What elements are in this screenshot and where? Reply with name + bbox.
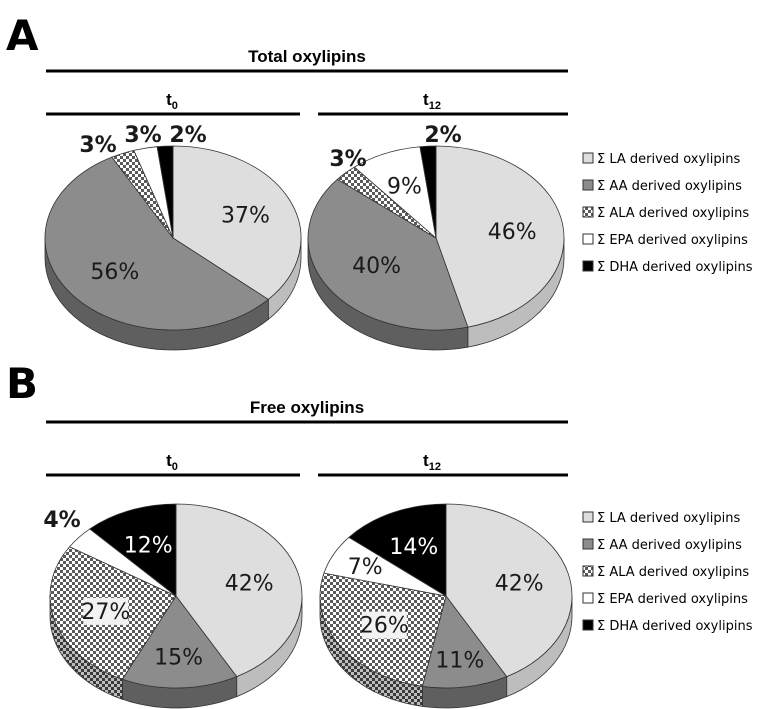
pie-slice-dha — [348, 503, 447, 597]
pie-slice-la — [445, 503, 573, 678]
legend-label-ala: Σ ALA derived oxylipins — [597, 206, 749, 221]
data-label-box — [83, 597, 129, 625]
panel-b-left-title-sub: 0 — [172, 461, 178, 473]
legend-swatch-epa — [582, 592, 594, 604]
data-label-aa: 11% — [435, 649, 484, 674]
legend-swatch-dha — [582, 619, 594, 631]
data-label-epa: 9% — [387, 175, 422, 200]
legend-panel-b: Σ LA derived oxylipins Σ AA derived oxyli… — [582, 511, 753, 634]
panel-b-title: Free oxylipins — [250, 398, 364, 417]
legend-swatch-la — [582, 511, 594, 523]
panel-a-left-title-sub: 0 — [172, 100, 178, 112]
panel-a-title: Total oxylipins — [248, 47, 366, 66]
legend-panel-a: Σ LA derived oxylipins Σ AA derived oxyli… — [582, 152, 753, 275]
panel-a-letter: A — [6, 11, 39, 60]
pie-slice-aa — [44, 156, 269, 331]
data-label-epa: 4% — [43, 508, 80, 533]
panel-b-right-title: t12 — [423, 451, 441, 473]
pie-slice-aa — [421, 595, 508, 689]
data-label-la: 46% — [488, 220, 537, 245]
pie-slice-la — [435, 145, 565, 328]
panel-a-right-title-main: t — [423, 90, 429, 109]
panel-b-left-title-main: t — [166, 451, 172, 470]
legend-swatch-dha — [582, 260, 594, 272]
data-label-dha: 2% — [424, 123, 461, 148]
data-label-ala: 27% — [81, 600, 130, 625]
pie-slice-dha — [89, 503, 177, 597]
legend-swatch-ala — [582, 206, 594, 218]
panel-b-left-title: t0 — [166, 451, 178, 473]
panel-a-right-title: t12 — [423, 90, 441, 112]
data-label-epa: 3% — [124, 123, 161, 148]
panel-b-right-title-sub: 12 — [429, 461, 441, 473]
data-label-aa: 40% — [352, 254, 401, 279]
legend-swatch-epa — [582, 233, 594, 245]
legend-swatch-ala — [582, 565, 594, 577]
data-label-epa: 7% — [348, 555, 383, 580]
legend-label-aa: Σ AA derived oxylipins — [597, 179, 742, 194]
pie-slice-dha — [156, 145, 174, 239]
data-label-la: 42% — [495, 571, 544, 596]
legend-label-dha: Σ DHA derived oxylipins — [597, 260, 753, 275]
data-label-aa: 56% — [90, 260, 139, 285]
pie-chart-a-t0: 37% 56% 3% 3% 2% — [44, 123, 302, 351]
data-label-la: 37% — [221, 204, 270, 229]
data-label-la: 42% — [225, 571, 274, 596]
panel-a-left-title: t0 — [166, 90, 178, 112]
data-label-ala: 3% — [79, 133, 116, 158]
panel-a-left-title-main: t — [166, 90, 172, 109]
data-label-dha: 14% — [389, 535, 438, 560]
panel-a-right-title-sub: 12 — [429, 100, 441, 112]
pie-slice-aa — [307, 178, 469, 331]
pie-slice-aa — [121, 595, 238, 689]
data-label-box — [361, 611, 407, 639]
legend-label-la: Σ LA derived oxylipins — [597, 152, 740, 167]
pie-slice-la — [175, 503, 303, 678]
data-label-ala: 3% — [329, 147, 366, 172]
panel-b-right-title-main: t — [423, 451, 429, 470]
legend-label-epa: Σ EPA derived oxylipins — [597, 233, 748, 248]
legend-label-aa: Σ AA derived oxylipins — [597, 538, 742, 553]
pie-chart-a-t12: 46% 40% 3% 9% 2% — [307, 123, 565, 351]
legend-label-dha: Σ DHA derived oxylipins — [597, 619, 753, 634]
legend-label-la: Σ LA derived oxylipins — [597, 511, 740, 526]
legend-label-ala: Σ ALA derived oxylipins — [597, 565, 749, 580]
pie-side — [319, 595, 573, 709]
pie-slice-dha — [419, 145, 437, 239]
pie-chart-b-t12: 42% 11% 26% 7%14% — [319, 503, 573, 709]
data-label-dha: 12% — [124, 534, 173, 559]
panel-b-letter: B — [6, 359, 38, 408]
pie-slice-la — [172, 145, 302, 300]
data-label-ala: 26% — [360, 614, 409, 639]
legend-swatch-aa — [582, 179, 594, 191]
legend-swatch-la — [582, 152, 594, 164]
pie-chart-b-t0: 42% 15% 27% 4% 12% — [43, 503, 303, 709]
data-label-aa: 15% — [154, 646, 203, 671]
legend-label-epa: Σ EPA derived oxylipins — [597, 592, 748, 607]
legend-swatch-aa — [582, 538, 594, 550]
data-label-dha: 2% — [169, 123, 206, 148]
